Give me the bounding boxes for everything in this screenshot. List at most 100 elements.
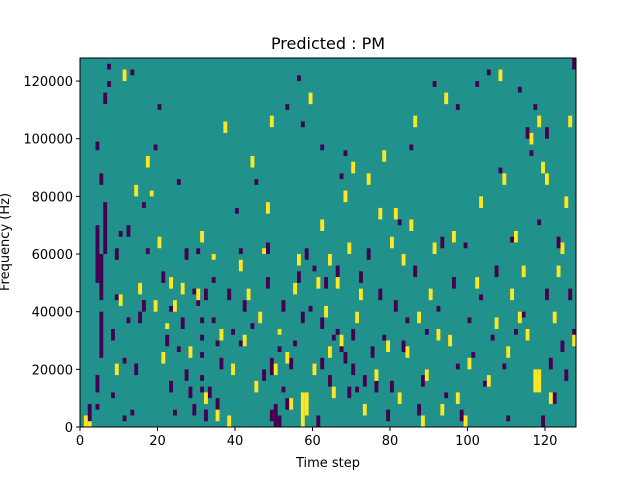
heatmap-cell-low-72 — [273, 403, 278, 427]
heatmap-cell-high-66 — [397, 392, 402, 404]
x-axis-label: Time step — [295, 456, 360, 471]
heatmap-cell-high-63 — [386, 340, 391, 353]
heatmap-cell-low-85 — [304, 248, 309, 260]
heatmap-cell-high-18 — [200, 230, 205, 243]
heatmap-cell-high-73 — [424, 369, 429, 381]
heatmap-cell-low-161 — [568, 288, 573, 301]
heatmap-cell-low-84 — [300, 311, 305, 324]
heatmap-cell-high-80 — [452, 230, 456, 243]
heatmap-cell-low-116 — [397, 219, 402, 226]
heatmap-cell-low-76 — [281, 300, 286, 312]
heatmap-cell-low-41 — [188, 386, 193, 399]
heatmap-cell-high-35 — [273, 363, 278, 376]
heatmap-cells — [83, 58, 577, 427]
heatmap-cell-low-28 — [145, 248, 150, 255]
heatmap-cell-high-33 — [266, 202, 270, 214]
heatmap-cell-low-143 — [502, 363, 507, 370]
heatmap-cell-high-9 — [153, 300, 158, 312]
heatmap-cell-high-61 — [378, 207, 383, 220]
heatmap-cell-high-49 — [328, 254, 332, 266]
x-tick-label-2: 40 — [227, 434, 244, 449]
heatmap-cell-high-105 — [560, 242, 565, 255]
heatmap-cell-low-50 — [200, 386, 205, 393]
heatmap-plot-area — [79, 57, 577, 428]
heatmap-cell-low-52 — [204, 288, 208, 301]
heatmap-cell-high-7 — [145, 156, 150, 168]
heatmap-cell-low-131 — [455, 104, 460, 110]
heatmap-cell-high-69 — [409, 219, 414, 231]
heatmap-cell-low-79 — [289, 357, 294, 370]
heatmap-cell-high-42 — [304, 392, 309, 416]
heatmap-cell-high-60 — [374, 369, 379, 381]
heatmap-cell-high-67 — [401, 254, 406, 266]
heatmap-cell-low-82 — [297, 271, 301, 283]
heatmap-cell-high-96 — [529, 132, 534, 145]
heatmap-cell-high-3 — [118, 294, 123, 306]
heatmap-cell-low-126 — [440, 236, 445, 249]
heatmap-cell-high-41 — [300, 392, 305, 427]
heatmap-cell-high-100 — [541, 161, 546, 174]
heatmap-cell-high-72 — [421, 415, 425, 427]
heatmap-cell-low-7 — [103, 202, 108, 255]
heatmap-cell-high-93 — [517, 311, 522, 324]
heatmap-cell-low-153 — [541, 415, 546, 427]
heatmap-cell-low-159 — [560, 340, 565, 353]
heatmap-cell-low-6 — [95, 225, 100, 283]
heatmap-cell-low-60 — [231, 328, 236, 335]
heatmap-cell-low-101 — [347, 386, 352, 399]
heatmap-cell-low-135 — [471, 352, 476, 358]
heatmap-cell-high-99 — [537, 115, 542, 128]
heatmap-cell-low-33 — [169, 380, 174, 393]
heatmap-cell-low-139 — [486, 69, 491, 76]
heatmap-cell-low-98 — [339, 173, 344, 180]
heatmap-cell-low-23 — [130, 69, 135, 76]
heatmap-cell-low-104 — [355, 386, 360, 393]
heatmap-cell-low-49 — [200, 317, 205, 324]
heatmap-cell-high-29 — [250, 156, 255, 168]
heatmap-cell-high-68 — [405, 346, 410, 358]
heatmap-cell-low-22 — [130, 409, 135, 416]
y-tick-label-2: 40000 — [32, 306, 73, 321]
heatmap-cell-low-110 — [374, 380, 379, 393]
heatmap-cell-high-62 — [382, 150, 387, 162]
heatmap-cell-high-94 — [521, 265, 526, 278]
heatmap-cell-high-46 — [320, 219, 325, 231]
heatmap-cell-low-64 — [242, 300, 247, 312]
heatmap-cell-low-74 — [277, 346, 282, 353]
heatmap-cell-low-65 — [250, 323, 255, 329]
heatmap-cell-high-28 — [246, 288, 251, 301]
heatmap-cell-low-58 — [219, 357, 224, 370]
heatmap-cell-low-136 — [475, 81, 480, 87]
heatmap-cell-high-8 — [149, 190, 154, 197]
heatmap-cell-low-151 — [533, 104, 538, 110]
heatmap-cell-low-71 — [269, 357, 274, 376]
heatmap-cell-low-121 — [417, 403, 422, 416]
heatmap-cell-low-96 — [335, 265, 340, 278]
heatmap-cell-high-86 — [486, 375, 491, 387]
heatmap-cell-high-74 — [428, 288, 433, 301]
heatmap-cell-low-107 — [362, 375, 367, 387]
heatmap-cell-high-56 — [355, 311, 360, 324]
heatmap-cell-low-129 — [452, 277, 456, 289]
heatmap-cell-low-69 — [266, 242, 270, 255]
heatmap-cell-low-47 — [200, 352, 205, 358]
heatmap-cell-high-31 — [258, 311, 263, 324]
heatmap-cell-high-34 — [269, 115, 274, 128]
heatmap-cell-high-55 — [351, 161, 356, 174]
heatmap-cell-low-124 — [432, 81, 437, 87]
heatmap-cell-high-59 — [366, 173, 371, 185]
heatmap-cell-low-5 — [99, 254, 104, 301]
heatmap-cell-low-62 — [238, 248, 243, 255]
heatmap-cell-high-92 — [514, 230, 518, 243]
heatmap-cell-low-152 — [537, 219, 542, 226]
heatmap-cell-high-58 — [362, 403, 367, 416]
heatmap-cell-low-12 — [107, 63, 112, 70]
heatmap-cell-low-3 — [95, 375, 100, 393]
heatmap-cell-low-158 — [556, 236, 561, 249]
heatmap-cell-low-68 — [266, 277, 270, 289]
heatmap-cell-high-64 — [390, 236, 394, 249]
heatmap-cell-low-112 — [382, 334, 387, 341]
heatmap-cell-high-79 — [448, 334, 453, 347]
y-tick-label-6: 120000 — [23, 75, 73, 90]
heatmap-cell-high-106 — [564, 196, 569, 208]
